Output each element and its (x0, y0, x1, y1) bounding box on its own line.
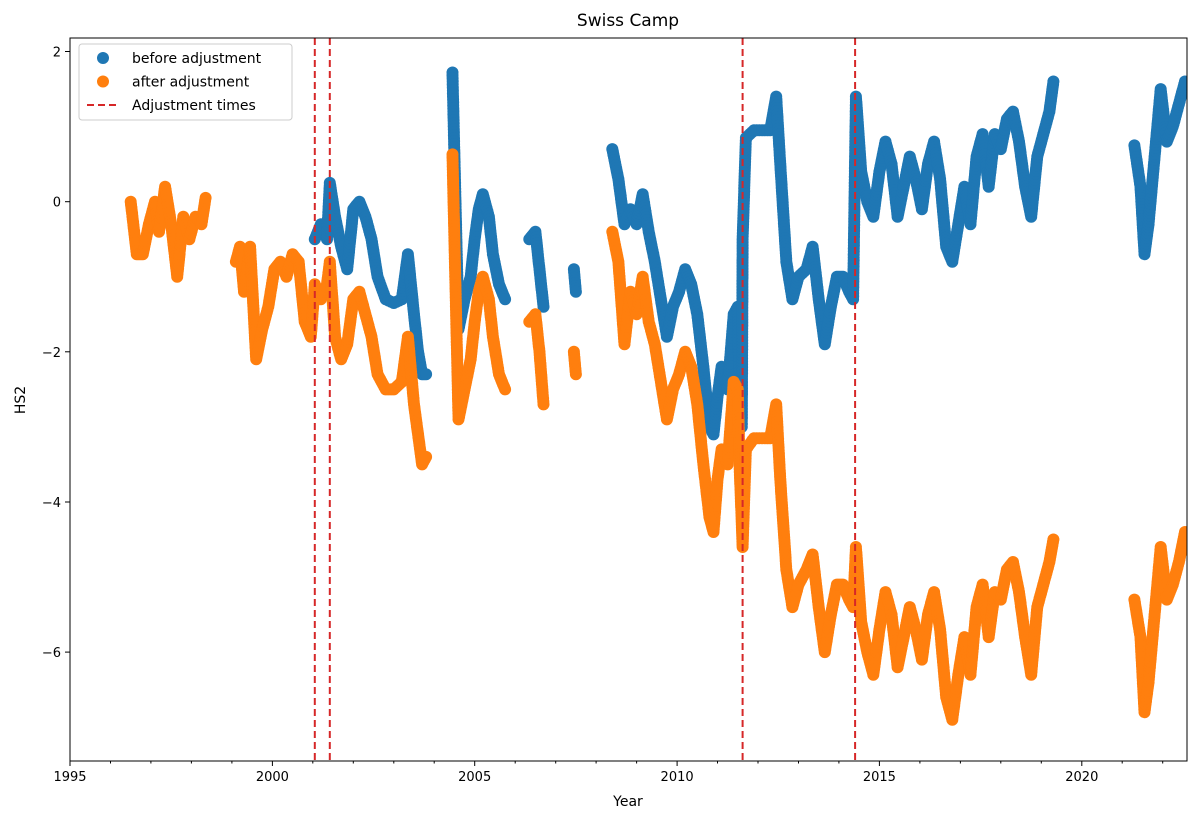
data-point (569, 285, 582, 298)
data-point (1047, 75, 1060, 88)
data-point (420, 450, 433, 463)
x-tick-label: 2000 (256, 770, 289, 785)
series-before-adjustment (308, 66, 1187, 441)
plot-clip-group (124, 38, 1187, 761)
y-tick-label: 2 (53, 46, 61, 61)
data-point (1179, 75, 1187, 88)
data-point (499, 293, 512, 306)
x-axis-label: Year (612, 794, 643, 810)
data-point (569, 368, 582, 381)
legend: before adjustment after adjustment Adjustm… (78, 43, 293, 121)
legend-marker (97, 52, 109, 64)
data-point (537, 398, 550, 411)
y-tick-label: −4 (42, 496, 61, 511)
axes: 1995 2000 2005 2010 2015 2020 −6 −4 −2 0 2 (42, 37, 1188, 785)
data-point (1179, 526, 1187, 538)
legend-label: after adjustment (132, 75, 250, 91)
x-tick-label: 2005 (458, 770, 491, 785)
data-point (1047, 533, 1060, 546)
series-after-adjustment (124, 148, 1187, 726)
legend-box (78, 43, 293, 121)
data-point (499, 383, 512, 396)
data-point (420, 368, 433, 381)
y-tick-label: 0 (53, 196, 61, 211)
y-tick-label: −2 (42, 346, 61, 361)
chart-title: Swiss Camp (577, 11, 679, 31)
x-tick-label: 2015 (863, 770, 896, 785)
legend-marker (97, 75, 109, 88)
y-axis-label: HS2 (13, 386, 29, 414)
x-tick-label: 2020 (1065, 770, 1098, 785)
plot-frame (69, 37, 1188, 762)
x-tick-label: 1995 (53, 770, 86, 785)
legend-label: before adjustment (132, 51, 262, 67)
data-point (537, 300, 550, 313)
y-tick-label: −6 (42, 646, 61, 661)
legend-label: Adjustment times (132, 98, 256, 114)
plot-area (124, 38, 1187, 761)
x-tick-label: 2010 (661, 770, 694, 785)
data-point (199, 191, 212, 204)
